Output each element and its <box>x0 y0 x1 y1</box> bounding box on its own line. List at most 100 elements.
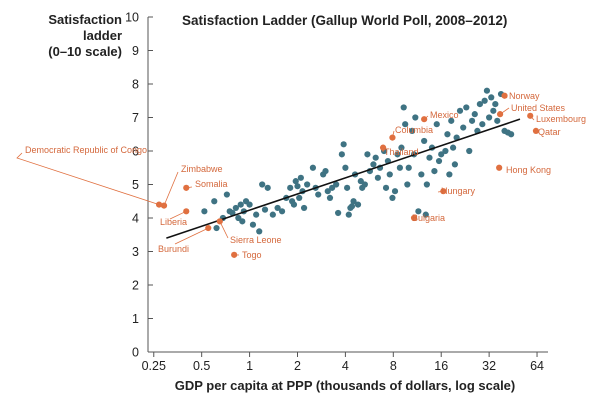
data-point-97 <box>456 107 464 114</box>
y-tick-label-4: 4 <box>132 212 139 226</box>
highlight-point-mexico <box>421 116 428 123</box>
chart-title: Satisfaction Ladder (Gallup World Poll, … <box>182 13 507 28</box>
label-hong-kong: Hong Kong <box>506 165 551 175</box>
x-tick-label-64: 64 <box>530 359 544 373</box>
highlight-point-hungary <box>440 188 447 195</box>
data-point-72 <box>400 104 407 111</box>
data-point-105 <box>479 121 486 128</box>
y-tick-label-5: 5 <box>132 178 139 192</box>
highlight-point-burundi <box>205 224 212 232</box>
data-point-81 <box>421 137 428 145</box>
data-point-42 <box>333 181 340 188</box>
highlight-point-togo <box>231 251 238 258</box>
data-point-28 <box>294 183 301 190</box>
y-axis-title-line-1: Satisfaction <box>48 12 122 27</box>
label-togo: Togo <box>242 250 262 260</box>
leader-democratic-republic-of-congo <box>16 152 160 205</box>
data-point-107 <box>483 87 491 94</box>
x-tick-label-4: 4 <box>342 359 349 373</box>
data-point-45 <box>340 141 347 148</box>
label-burundi: Burundi <box>158 244 189 254</box>
highlight-point-columbia <box>389 134 396 141</box>
data-point-79 <box>415 208 422 215</box>
data-point-30 <box>297 174 304 181</box>
label-columbia: Columbia <box>395 125 433 135</box>
data-point-69 <box>394 151 401 158</box>
data-point-59 <box>370 161 377 168</box>
data-point-51 <box>350 198 357 205</box>
highlight-point-liberia <box>183 208 190 215</box>
x-tick-label-1: 1 <box>246 359 253 373</box>
label-luxembourg: Luxembourg <box>536 114 586 124</box>
data-point-74 <box>404 181 411 188</box>
data-point-32 <box>300 204 308 212</box>
data-point-98 <box>460 124 467 131</box>
data-point-66 <box>386 171 393 178</box>
data-point-9 <box>237 201 244 208</box>
data-point-26 <box>290 201 298 208</box>
data-point-78 <box>412 114 419 121</box>
x-tick-label-0-25: 0.25 <box>142 359 166 373</box>
data-point-36 <box>315 191 322 198</box>
data-point-84 <box>426 154 433 161</box>
data-point-86 <box>431 168 438 175</box>
label-bulgaria: Bulgaria <box>412 213 445 223</box>
data-point-64 <box>382 184 390 191</box>
data-point-106 <box>481 97 488 104</box>
label-thailand: Thailand <box>384 147 419 157</box>
label-hungary: Hungary <box>441 186 476 196</box>
data-point-1 <box>211 198 218 205</box>
highlight-point-somalia <box>183 184 190 191</box>
y-tick-label-10: 10 <box>125 11 139 25</box>
data-point-71 <box>398 144 405 151</box>
data-point-68 <box>391 188 399 195</box>
data-point-46 <box>342 164 349 171</box>
data-point-91 <box>444 131 451 138</box>
label-sierra-leone: Sierra Leone <box>230 235 282 245</box>
data-point-33 <box>304 181 311 188</box>
data-point-17 <box>259 181 266 188</box>
data-point-92 <box>446 171 453 178</box>
data-point-0 <box>201 208 208 215</box>
data-point-47 <box>344 184 351 191</box>
highlight-point-bulgaria <box>410 214 418 222</box>
highlight-point-zimbabwe <box>160 202 168 209</box>
x-tick-label-2: 2 <box>294 359 301 373</box>
label-liberia: Liberia <box>160 217 187 227</box>
y-axis-title-line-2: ladder <box>83 28 122 43</box>
data-point-7 <box>232 204 239 212</box>
leader-burundi <box>174 227 209 245</box>
data-point-89 <box>438 151 445 158</box>
data-point-67 <box>389 194 396 201</box>
data-point-38 <box>322 168 329 175</box>
data-point-112 <box>494 117 501 124</box>
highlight-point-norway <box>501 92 508 99</box>
data-point-88 <box>435 157 443 165</box>
data-point-43 <box>335 209 342 217</box>
data-point-40 <box>326 194 334 201</box>
data-point-87 <box>433 121 440 128</box>
data-point-94 <box>449 144 457 151</box>
data-point-108 <box>486 114 493 121</box>
data-point-116 <box>508 131 515 138</box>
data-point-80 <box>418 171 425 178</box>
data-point-34 <box>309 164 317 171</box>
data-point-75 <box>405 164 412 171</box>
data-point-4 <box>223 191 230 198</box>
label-united-states: United States <box>511 103 566 113</box>
data-point-16 <box>256 228 263 235</box>
data-point-93 <box>448 117 455 124</box>
y-tick-label-2: 2 <box>132 279 139 293</box>
label-democratic-republic-of-congo: Democratic Republic of Congo <box>25 145 147 155</box>
y-tick-label-8: 8 <box>132 78 139 92</box>
label-somalia: Somalia <box>195 179 228 189</box>
trend-layer <box>166 118 521 239</box>
data-point-10 <box>239 218 246 225</box>
data-point-101 <box>468 117 476 124</box>
data-point-14 <box>249 221 257 228</box>
data-point-48 <box>345 211 352 218</box>
y-tick-label-0: 0 <box>132 346 139 360</box>
data-point-95 <box>451 161 458 168</box>
data-point-15 <box>253 211 260 218</box>
